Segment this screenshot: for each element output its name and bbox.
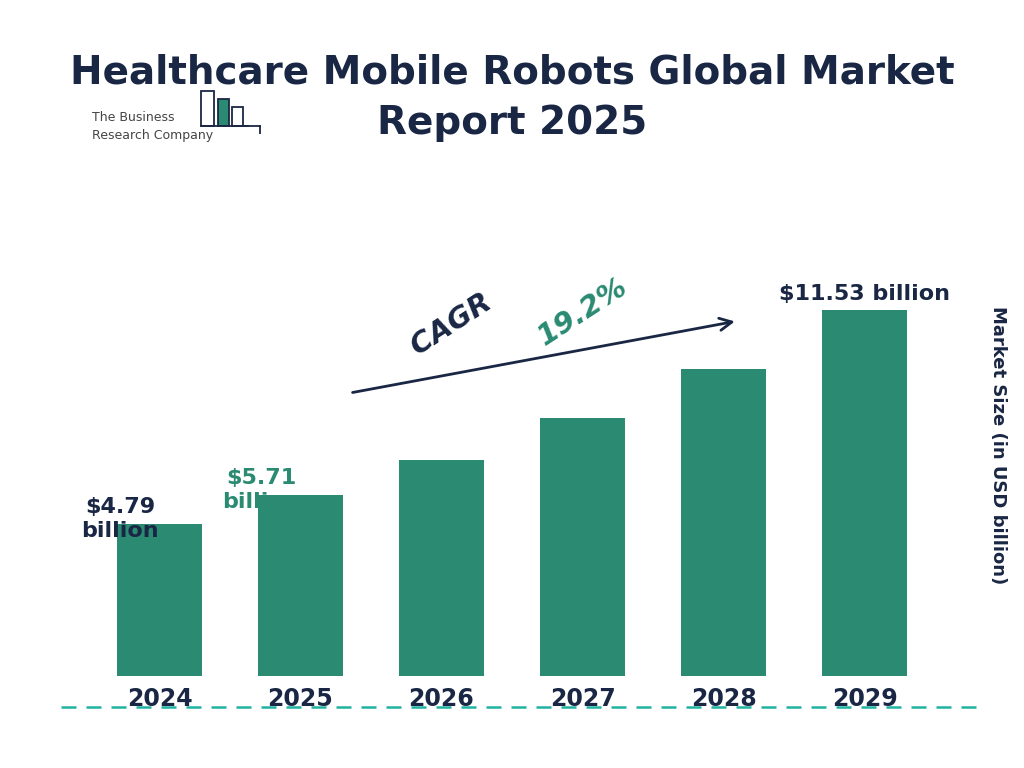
- Text: billion: billion: [81, 521, 159, 541]
- Bar: [399, 460, 483, 676]
- FancyBboxPatch shape: [217, 99, 229, 126]
- FancyBboxPatch shape: [201, 91, 214, 126]
- Bar: [117, 524, 202, 676]
- Text: Healthcare Mobile Robots Global Market
Report 2025: Healthcare Mobile Robots Global Market R…: [70, 54, 954, 142]
- Bar: [541, 418, 625, 676]
- Text: $11.53 billion: $11.53 billion: [779, 284, 950, 304]
- FancyBboxPatch shape: [231, 108, 244, 126]
- Text: Market Size (in USD billion): Market Size (in USD billion): [989, 306, 1008, 584]
- Bar: [822, 310, 907, 676]
- Text: CAGR: CAGR: [407, 283, 506, 361]
- Text: $5.71: $5.71: [226, 468, 296, 488]
- Text: $4.79: $4.79: [85, 498, 155, 518]
- Text: billion: billion: [222, 492, 300, 512]
- Bar: [681, 369, 766, 676]
- Text: 19.2%: 19.2%: [534, 273, 633, 351]
- Bar: [258, 495, 343, 676]
- Text: The Business
Research Company: The Business Research Company: [92, 111, 213, 142]
